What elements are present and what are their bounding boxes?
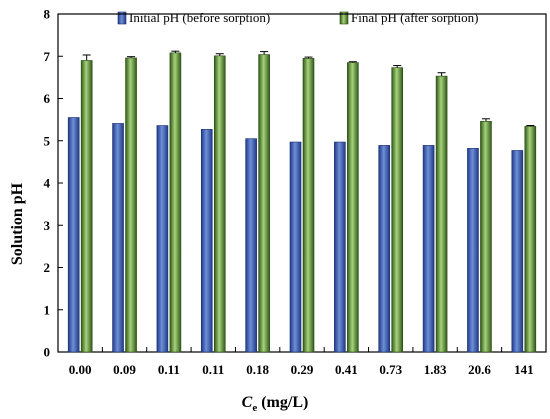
legend-label-initial: Initial pH (before sorption) (129, 10, 270, 25)
svg-text:Ce (mg/L): Ce (mg/L) (242, 394, 309, 414)
final-ph-bar (435, 75, 448, 353)
x-tick-label: 0.29 (291, 362, 314, 377)
final-ph-bar (80, 60, 93, 353)
initial-ph-bar (289, 141, 302, 353)
x-axis-label-subscript: e (252, 402, 257, 414)
initial-ph-bar (378, 145, 391, 353)
x-tick-label: 141 (514, 362, 534, 377)
legend-swatch-final (339, 11, 349, 25)
final-ph-bar (213, 55, 226, 353)
x-tick-label: 0.41 (335, 362, 358, 377)
y-tick-label: 4 (44, 176, 51, 191)
x-tick-label: 20.6 (468, 362, 491, 377)
x-axis-label-main: C (242, 394, 253, 411)
initial-ph-bar (511, 150, 524, 353)
y-tick-label: 5 (44, 133, 51, 148)
final-ph-bar (347, 62, 359, 353)
x-tick-label: 0.73 (379, 362, 402, 377)
x-axis-label: Ce (mg/L) (242, 394, 309, 414)
legend-swatch-initial (117, 11, 127, 25)
x-tick-label: 1.83 (424, 362, 447, 377)
final-ph-bar (125, 57, 137, 353)
y-tick-label: 0 (44, 345, 51, 360)
y-tick-label: 8 (44, 7, 51, 22)
y-tick-label: 6 (44, 91, 51, 106)
y-axis-label: Solution pH (9, 182, 26, 265)
y-tick-label: 1 (44, 302, 51, 317)
x-tick-label: 0.11 (202, 362, 224, 377)
final-ph-bar (391, 67, 404, 353)
initial-ph-bar (467, 148, 479, 353)
y-tick-label: 7 (44, 49, 51, 64)
final-ph-bar (169, 52, 182, 353)
initial-ph-bar (67, 117, 80, 353)
final-ph-bar (302, 58, 315, 353)
x-tick-label: 0.09 (113, 362, 136, 377)
initial-ph-bar (334, 141, 346, 353)
initial-ph-bar (245, 138, 257, 353)
final-ph-bar (258, 54, 270, 353)
y-tick-label: 2 (44, 260, 51, 275)
final-ph-bar (524, 126, 537, 353)
x-tick-label: 0.11 (158, 362, 180, 377)
initial-ph-bar (200, 129, 213, 353)
legend: Initial pH (before sorption) Final pH (af… (117, 10, 478, 25)
initial-ph-bar (112, 123, 124, 353)
initial-ph-bar (422, 145, 435, 353)
legend-label-final: Final pH (after sorption) (351, 10, 478, 25)
x-tick-label: 0.18 (246, 362, 269, 377)
plot-area: 0 1 2 3 4 5 6 7 8 0.00 0.09 0.11 0.11 0.18 0.29 0.41 0.7… (44, 7, 547, 377)
x-axis-label-unit: (mg/L) (257, 394, 308, 411)
x-tick-label: 0.00 (69, 362, 92, 377)
final-ph-bar (480, 121, 492, 353)
initial-ph-bar (156, 125, 169, 353)
y-tick-label: 3 (44, 218, 51, 233)
